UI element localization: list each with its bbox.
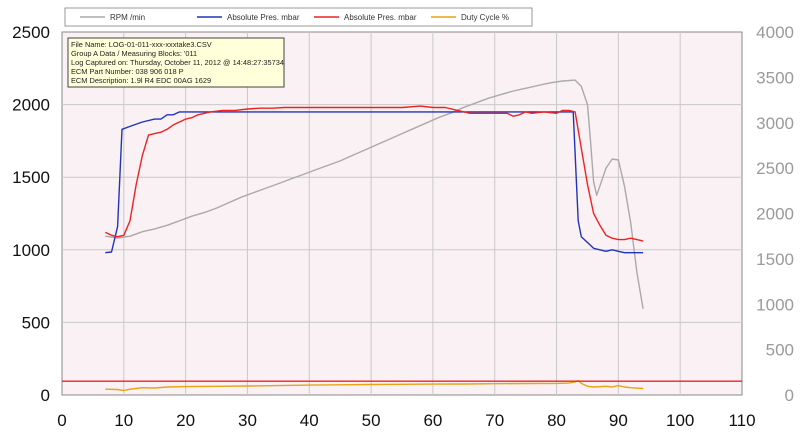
y-left-tick-label: 2000 [12,96,50,115]
info-line-1: File Name: LOG-01-011-xxx-xxxtake3.CSV [71,40,212,49]
info-line-2: Group A Data / Measuring Blocks: '011 [71,49,197,58]
legend-label: Absolute Pres. mbar [227,13,300,22]
x-tick-label: 100 [666,411,694,430]
x-tick-label: 60 [423,411,442,430]
x-tick-label: 50 [362,411,381,430]
series-line-1 [105,79,644,309]
series-lines [62,79,742,392]
y-right-tick-label: 500 [766,341,794,360]
x-tick-label: 0 [57,411,66,430]
series-line-2 [105,111,644,254]
y-right-tick-label: 1000 [756,295,794,314]
y-right-tick-label: 0 [785,386,794,405]
info-line-4: ECM Part Number: 038 906 018 P [71,67,184,76]
y-right-tick-label: 1500 [756,250,794,269]
x-tick-label: 30 [238,411,257,430]
legend-box [64,7,533,27]
y-right-tick-label: 2000 [756,205,794,224]
series-line-4 [105,379,644,392]
grid-lines [62,32,742,395]
info-box: File Name: LOG-01-011-xxx-xxxtake3.CSV G… [67,37,285,88]
x-tick-label: 40 [300,411,319,430]
x-tick-label: 90 [609,411,628,430]
y-left-tick-label: 1000 [12,241,50,260]
info-line-5: ECM Description: 1.9l R4 EDC 00AG 1629 [71,76,211,85]
legend: RPM /min Absolute Pres. mbar Absolute Pres… [64,7,533,27]
x-tick-label: 10 [114,411,133,430]
series-line-3 [105,105,644,242]
info-line-3: Log Captured on: Thursday, October 11, 2… [71,58,284,67]
x-tick-label: 80 [547,411,566,430]
legend-label: Absolute Pres. mbar [344,13,417,22]
y-right-tick-label: 4000 [756,23,794,42]
y-left-tick-label: 0 [41,386,50,405]
y-left-tick-label: 500 [22,313,50,332]
y-left-tick-label: 2500 [12,23,50,42]
legend-label: Duty Cycle % [461,13,509,22]
tick-labels: 0 10 20 30 40 50 60 70 80 90 100 110 0 500 1000 1500 200… [12,23,794,430]
legend-label: RPM /min [110,13,145,22]
x-tick-label: 70 [485,411,504,430]
y-left-tick-label: 1500 [12,168,50,187]
y-right-tick-label: 3500 [756,68,794,87]
y-right-tick-label: 2500 [756,159,794,178]
x-tick-label: 20 [176,411,195,430]
x-tick-label: 110 [728,411,755,430]
y-right-tick-label: 3000 [756,114,794,133]
info-box-frame [67,37,285,88]
